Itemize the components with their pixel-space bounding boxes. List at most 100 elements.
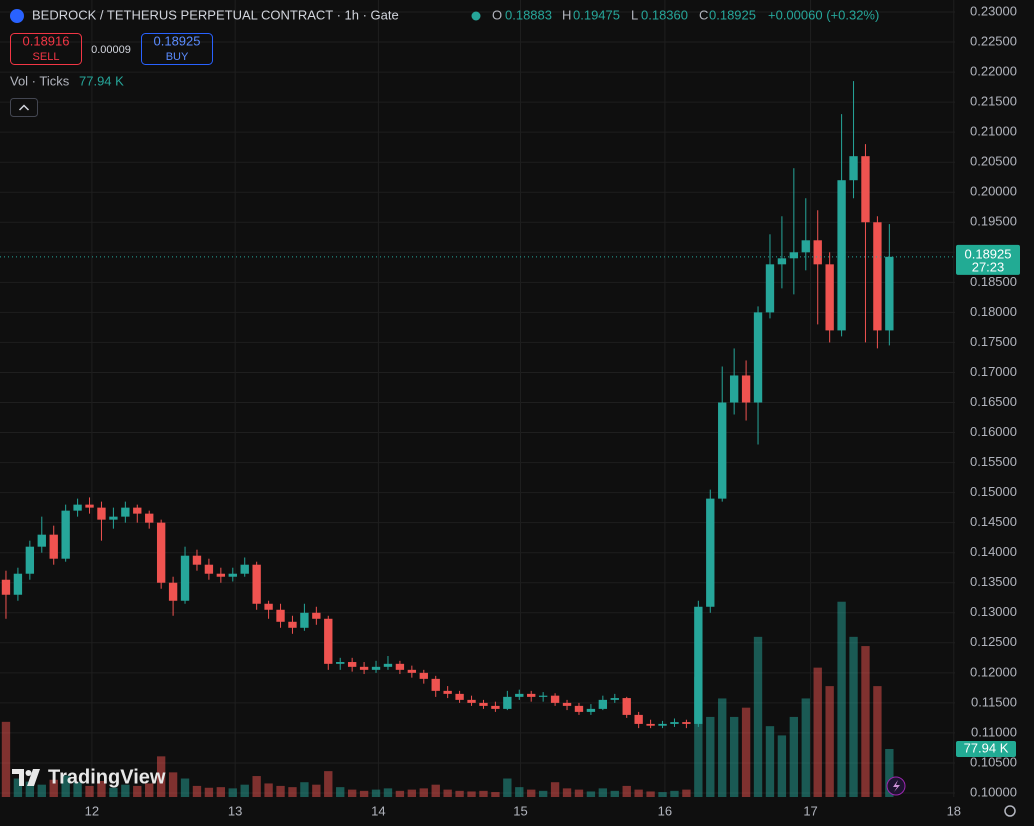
volume-bar [443,789,452,797]
volume-bar [729,716,739,797]
candle-body [407,669,417,673]
volume-bar [121,784,130,797]
ohlc-value: 0.18925 [709,7,756,22]
candle-body [121,507,130,517]
candle-body [228,573,237,577]
candle-body [646,723,655,726]
volume-bar [885,748,894,797]
volume-bar [37,784,46,797]
volume-bar [682,789,691,797]
candle-body [849,156,858,181]
lightning-icon [893,780,900,792]
volume-bar [240,784,249,797]
y-tick-label: 0.12000 [970,664,1017,679]
y-tick-label: 0.17500 [970,334,1017,349]
candle-body [204,564,214,574]
candle-body [694,606,703,724]
buy-button[interactable] [141,33,213,65]
candle-body [467,699,476,703]
y-tick-label: 0.21000 [970,124,1017,139]
candle-body [777,258,787,265]
candle-body [873,222,882,331]
candle-body [658,723,667,726]
x-tick-label: 12 [85,803,99,818]
candle-body [789,252,799,259]
candle-body [49,534,58,559]
candle-body [180,555,190,601]
volume-bar [216,787,226,797]
y-tick-label: 0.10500 [970,754,1017,769]
volume-bar [192,785,202,797]
volume-tag-label: 77.94 K [964,740,1009,755]
volume-bar [622,785,631,797]
y-tick-label: 0.11500 [971,694,1017,709]
candle-body [336,662,345,664]
volume-bar [312,784,321,797]
volume-bar [562,788,572,797]
chart-title[interactable]: BEDROCK / TETHERUS PERPETUAL CONTRACT · … [32,7,399,22]
x-tick-label: 18 [947,803,961,818]
candle-body [515,693,524,697]
candle-body [753,312,763,403]
collapse-button[interactable] [10,98,38,117]
volume-bar [25,781,35,797]
y-tick-label: 0.13000 [970,604,1017,619]
volume-bar [610,790,619,797]
y-tick-label: 0.21500 [970,94,1017,109]
volume-bar [395,790,405,797]
volume-bar [574,789,584,797]
volume-bar [503,778,512,797]
chevron-icon [18,104,30,111]
candle-body [13,573,23,595]
candle-body [741,375,751,403]
watermark: TradingView [48,766,166,788]
volume-bar [550,782,560,797]
symbol-icon [10,9,24,23]
volume-bar [228,788,237,797]
candle-body [837,180,846,331]
candle-body [145,513,154,523]
candle-body [192,555,202,565]
candle-body [538,695,548,697]
settings-button[interactable] [1004,805,1016,817]
candle-body [431,678,440,691]
volume-bar [527,789,536,797]
ohlc-value: 0.18883 [505,7,552,22]
candle-body [359,666,369,670]
volume-bar [145,783,154,797]
candle-body [729,375,739,403]
y-tick-label: 0.16000 [970,424,1017,439]
y-tick-label: 0.18500 [970,274,1017,289]
candle-body [312,612,321,619]
volume-bar [407,789,417,797]
volume-bar [85,785,94,797]
y-tick-label: 0.10000 [970,784,1017,799]
ohlc-value: 0.18360 [641,7,688,22]
volume-bar [515,787,524,797]
candle-body [670,722,679,724]
volume-bar [180,778,190,797]
y-tick-label: 0.16500 [970,394,1017,409]
candle-body [156,522,166,583]
last-price-label: 0.18925 [965,246,1012,261]
candle-body [562,702,572,706]
y-tick-label: 0.19500 [970,214,1017,229]
volume-bar [133,785,142,797]
candle-body [97,507,106,520]
candle-body [885,256,894,331]
y-tick-label: 0.22000 [970,64,1017,79]
volume-bar [741,707,751,797]
spread: 0.00009 [91,44,131,56]
candle-body [168,582,178,601]
volume-bar [109,787,118,797]
volume-bar [801,698,810,797]
volume-bar [336,787,345,797]
candle-body [395,663,405,670]
sell-button[interactable] [10,33,82,65]
ohlc-label: O [492,7,502,22]
change: +0.00060 (+0.32%) [768,7,879,22]
volume-bar [849,636,858,797]
candle-body [85,504,94,508]
candle-body [276,609,285,622]
